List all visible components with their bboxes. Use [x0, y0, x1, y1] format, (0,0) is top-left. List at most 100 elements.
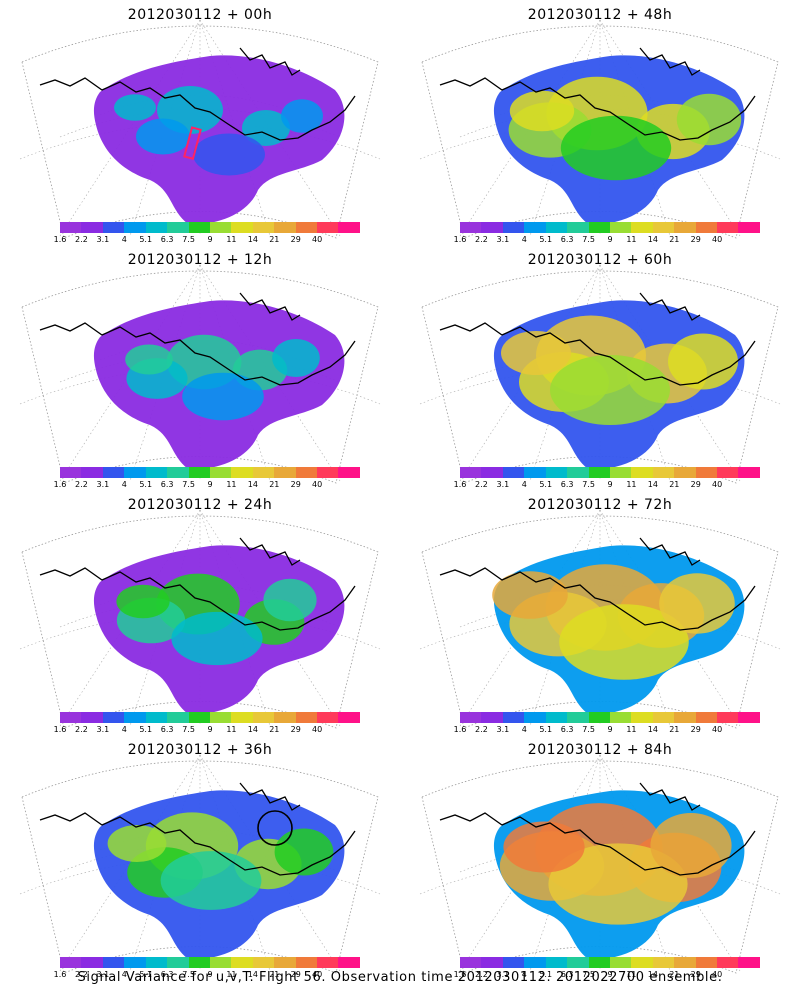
colorbar-swatch	[545, 712, 568, 723]
colorbar-swatch	[124, 957, 146, 968]
colorbar-swatch	[317, 467, 339, 478]
colorbar-ticks: 1.6 2.2 3.1 4 5.1 6.3 7.5 9 11 14 21 29 40	[54, 970, 360, 980]
colorbar-tick-label: 6.3	[560, 235, 574, 244]
colorbar-tick-label: 40	[312, 970, 323, 979]
panel-title: 2012030112 + 72h	[527, 497, 673, 513]
colorbar-tick-label: 3.1	[96, 480, 110, 489]
colorbar-swatch	[588, 712, 610, 723]
colorbar-ticks: 1.6 2.2 3.1 4 5.1 6.3 7.5 9 11 14 21 29 40	[454, 235, 760, 245]
colorbar-tick-label: 21	[669, 970, 680, 979]
panel-title: 2012030112 + 84h	[527, 742, 673, 758]
colorbar-tick-label: 6.3	[560, 480, 574, 489]
colorbar-swatch	[167, 957, 189, 968]
colorbar-swatch	[674, 712, 696, 723]
colorbar-swatch	[481, 222, 503, 233]
colorbar-tick-label: 14	[247, 480, 258, 489]
colorbar-tick-label: 14	[647, 970, 658, 979]
colorbar-swatch	[652, 712, 675, 723]
colorbar-swatch	[124, 712, 146, 723]
colorbar-tick-label: 4	[521, 480, 527, 489]
coastline	[239, 782, 301, 811]
colorbar-tick-label: 6.3	[560, 970, 574, 979]
colorbar-tick-label: 4	[521, 725, 527, 734]
variance-contour	[136, 118, 190, 155]
colorbar-swatch	[588, 957, 610, 968]
colorbar-swatch	[609, 957, 632, 968]
variance-contour	[668, 333, 738, 390]
colorbar-tick-label: 1.6	[453, 480, 467, 489]
colorbar-swatch	[717, 957, 739, 968]
colorbar-tick-label: 21	[669, 235, 680, 244]
variance-contour	[125, 344, 173, 375]
colorbar-swatch	[567, 712, 589, 723]
colorbar-swatch	[738, 222, 760, 233]
colorbar-swatch	[460, 957, 482, 968]
colorbar-tick-label: 29	[290, 725, 301, 734]
colorbar-tick-label: 21	[269, 235, 280, 244]
colorbar-swatch	[609, 222, 632, 233]
colorbar-tick-label: 1.6	[453, 725, 467, 734]
colorbar-swatch	[338, 712, 360, 723]
colorbar-swatch	[145, 222, 168, 233]
colorbar-tick-label: 7.5	[182, 235, 195, 244]
colorbar-swatch	[188, 712, 210, 723]
colorbar-tick-label: 14	[647, 235, 658, 244]
colorbar-tick-label: 6.3	[160, 235, 174, 244]
panel-title: 2012030112 + 12h	[127, 252, 273, 268]
variance-contour	[509, 90, 575, 132]
colorbar-tick-label: 3.1	[96, 725, 110, 734]
colorbar-swatch	[338, 222, 360, 233]
colorbar-tick-label: 9	[607, 235, 613, 244]
colorbar-tick-label: 3.1	[96, 970, 110, 979]
colorbar-swatch	[631, 222, 653, 233]
colorbar-tick-label: 5.1	[539, 970, 553, 979]
colorbar	[460, 222, 760, 233]
colorbar-tick-label: 29	[690, 970, 701, 979]
colorbar-tick-label: 7.5	[182, 970, 195, 979]
colorbar-swatch	[567, 467, 589, 478]
colorbar-swatch	[338, 957, 360, 968]
colorbar-swatch	[252, 957, 275, 968]
coastline	[39, 812, 356, 876]
colorbar-swatch	[717, 222, 739, 233]
colorbar-swatch	[295, 467, 318, 478]
colorbar-tick-label: 1.6	[453, 235, 467, 244]
colorbar-tick-label: 4	[121, 970, 127, 979]
polar-map	[19, 19, 381, 239]
colorbar-swatch	[295, 957, 318, 968]
coastline	[39, 77, 356, 141]
panel-title: 2012030112 + 00h	[127, 7, 273, 23]
colorbar-swatch	[338, 467, 360, 478]
colorbar-swatch	[274, 957, 296, 968]
colorbar-swatch	[460, 712, 482, 723]
colorbar-tick-label: 5.1	[139, 970, 153, 979]
colorbar-swatch	[481, 712, 503, 723]
colorbar-tick-label: 9	[207, 725, 213, 734]
variance-contour	[114, 94, 156, 121]
coastline	[639, 292, 701, 321]
polar-map	[19, 754, 381, 974]
colorbar-swatch	[274, 712, 296, 723]
colorbar-tick-label: 7.5	[182, 725, 195, 734]
figure-caption: Signal Variance for u,v,T. Flight 56. Ob…	[77, 970, 723, 985]
colorbar-swatch	[102, 222, 125, 233]
colorbar-tick-label: 3.1	[496, 725, 510, 734]
colorbar-tick-label: 29	[690, 480, 701, 489]
colorbar-swatch	[652, 222, 675, 233]
variance-contour	[171, 611, 263, 666]
colorbar-swatch	[317, 957, 339, 968]
map-panel: 2012030112 + 00h 1.6 2.2 3.1 4 5.1 6.3 7.5 9 11 14…	[0, 0, 400, 245]
variance-contour	[560, 115, 672, 181]
colorbar-swatch	[231, 712, 253, 723]
colorbar-ticks: 1.6 2.2 3.1 4 5.1 6.3 7.5 9 11 14 21 29 40	[454, 480, 760, 490]
colorbar-tick-label: 2.2	[75, 480, 88, 489]
colorbar-swatch	[167, 467, 189, 478]
colorbar-tick-label: 2.2	[75, 725, 88, 734]
colorbar-swatch	[695, 467, 718, 478]
colorbar-swatch	[124, 467, 146, 478]
colorbar-swatch	[317, 712, 339, 723]
colorbar-tick-label: 14	[247, 970, 258, 979]
coastline	[239, 292, 301, 321]
colorbar-tick-label: 7.5	[182, 480, 195, 489]
colorbar-swatch	[545, 222, 568, 233]
